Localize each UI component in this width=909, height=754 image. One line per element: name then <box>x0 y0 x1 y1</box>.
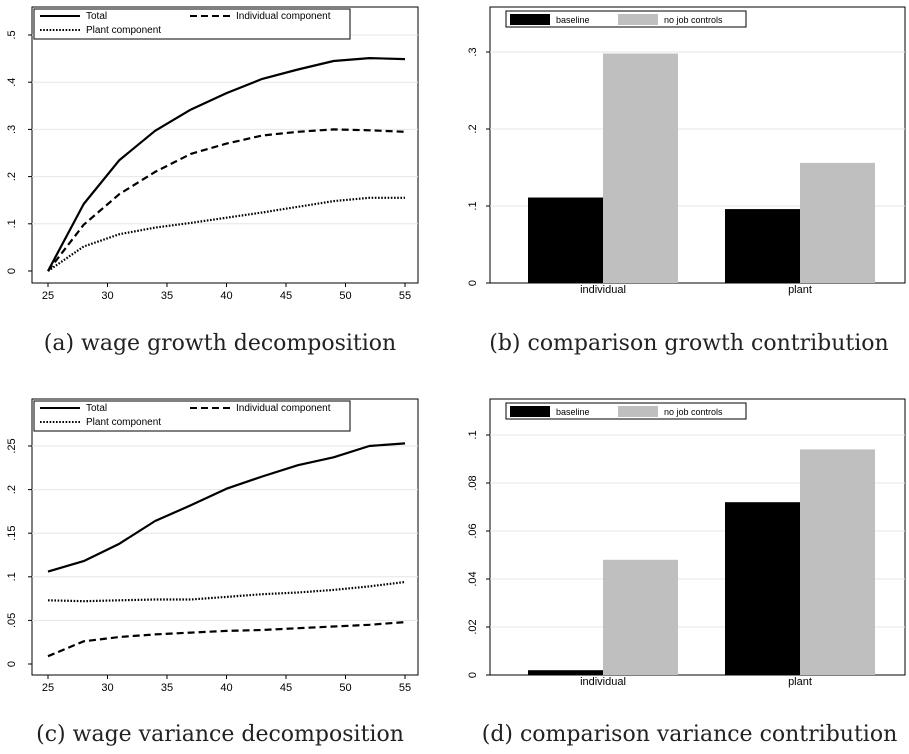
y-tick-label: .04 <box>467 571 479 586</box>
x-tick-label: 40 <box>220 290 232 300</box>
legend-label: baseline <box>556 407 590 417</box>
y-tick-label: .06 <box>467 523 479 538</box>
x-tick-label: 55 <box>399 290 411 300</box>
x-tick-label: 35 <box>161 682 173 692</box>
y-tick-label: .2 <box>6 172 18 181</box>
legend-label: no job controls <box>664 15 723 25</box>
y-tick-label: .1 <box>467 201 479 210</box>
x-category-label: individual <box>580 676 626 688</box>
y-tick-label: .02 <box>467 619 479 634</box>
series-line-individual-component <box>47 621 406 658</box>
legend-key <box>618 14 658 25</box>
bar-individual-baseline <box>528 197 603 283</box>
legend-key <box>618 406 658 417</box>
x-tick-label: 30 <box>101 290 113 300</box>
legend-label: Individual component <box>236 403 331 414</box>
x-tick-label: 55 <box>399 682 411 692</box>
caption-b: (b) comparison growth contribution <box>489 331 889 356</box>
bar-plant-baseline <box>725 209 800 283</box>
legend-key <box>510 406 550 417</box>
y-tick-label: .08 <box>467 475 479 490</box>
y-tick-label: .25 <box>6 438 18 453</box>
x-tick-label: 25 <box>42 290 54 300</box>
y-tick-label: .3 <box>6 125 18 134</box>
legend-box <box>33 8 351 40</box>
legend-label: no job controls <box>664 407 723 417</box>
chart-d: .1 .08 .06 .04 .02 0 individual plant baseline no… <box>467 398 906 688</box>
legend-label: Plant component <box>86 25 161 36</box>
legend-label: Total <box>86 11 107 22</box>
series-line-plant-component <box>47 196 405 272</box>
y-tick-label: .4 <box>6 78 18 87</box>
y-tick-label: .3 <box>467 47 479 56</box>
x-category-label: plant <box>788 284 812 296</box>
legend-label: Plant component <box>86 417 161 428</box>
y-tick-label: .2 <box>467 124 479 133</box>
x-tick-label: 25 <box>42 682 54 692</box>
series-line-total <box>47 442 406 573</box>
caption-c: (c) wage variance decomposition <box>36 722 404 747</box>
y-tick-label: .15 <box>6 526 18 541</box>
x-tick-label: 45 <box>280 290 292 300</box>
bar-plant-no-job-controls <box>800 162 875 283</box>
x-tick-label: 35 <box>161 290 173 300</box>
caption-d: (d) comparison variance contribution <box>481 722 898 747</box>
chart-c: 0 .05 .1 .15 .2 .25 25 30 35 40 45 50 55 Total Individ… <box>6 398 419 692</box>
series-line-individual-component <box>47 128 406 272</box>
y-tick-label: .1 <box>467 430 479 439</box>
series-line-plant-component <box>47 580 406 603</box>
x-tick-label: 40 <box>220 682 232 692</box>
y-tick-label: 0 <box>467 672 479 678</box>
legend-box <box>33 400 351 432</box>
series-line-total <box>47 56 406 272</box>
y-tick-label: .05 <box>6 613 18 628</box>
caption-a: (a) wage growth decomposition <box>43 331 397 356</box>
y-tick-label: 0 <box>6 268 18 274</box>
bar-individual-no-job-controls <box>603 53 678 283</box>
bar-individual-no-job-controls <box>603 559 678 675</box>
plot-frame <box>31 398 419 676</box>
x-tick-label: 50 <box>339 682 351 692</box>
x-category-label: plant <box>788 676 812 688</box>
y-tick-label: .2 <box>6 485 18 494</box>
y-tick-label: 0 <box>467 280 479 286</box>
bar-individual-baseline <box>528 670 603 675</box>
x-tick-label: 50 <box>339 290 351 300</box>
x-category-label: individual <box>580 284 626 296</box>
legend-key <box>510 14 550 25</box>
y-tick-label: .5 <box>6 30 18 39</box>
legend-label: Individual component <box>236 11 331 22</box>
y-tick-label: .1 <box>6 572 18 581</box>
y-tick-label: 0 <box>6 661 18 667</box>
chart-b: .3 .2 .1 0 individual plant baseline no job con… <box>467 6 906 296</box>
legend-label: baseline <box>556 15 590 25</box>
chart-a: 0 .1 .2 .3 .4 .5 25 30 35 40 45 50 55 Total Individual… <box>6 6 419 300</box>
bar-plant-no-job-controls <box>800 449 875 675</box>
legend-label: Total <box>86 403 107 414</box>
bar-plant-baseline <box>725 502 800 675</box>
y-tick-label: .1 <box>6 219 18 228</box>
x-tick-label: 45 <box>280 682 292 692</box>
x-tick-label: 30 <box>101 682 113 692</box>
